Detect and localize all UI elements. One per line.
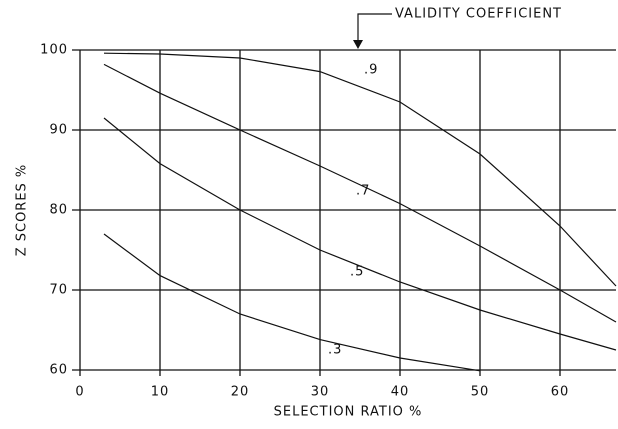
curve-label: .3 — [328, 343, 342, 358]
curve — [103, 117, 617, 351]
curve-label: .9 — [364, 63, 378, 78]
curve-label: .5 — [350, 265, 364, 280]
x-tick-label: 0 — [75, 385, 84, 400]
y-tick-label: 60 — [49, 363, 68, 378]
annotation-arrow — [357, 13, 392, 44]
y-tick-label: 80 — [49, 203, 68, 218]
curve — [103, 233, 481, 372]
curve — [103, 63, 617, 323]
x-tick-label: 60 — [551, 385, 570, 400]
y-axis-label: Z SCORES % — [15, 164, 30, 257]
y-tick-label: 90 — [49, 123, 68, 138]
curve-label: .7 — [356, 184, 370, 199]
y-tick-label: 70 — [49, 283, 68, 298]
curve — [103, 52, 617, 287]
x-tick-label: 20 — [231, 385, 250, 400]
y-tick-label: 100 — [40, 43, 68, 58]
annotation: VALIDITY COEFFICIENT — [395, 7, 562, 22]
x-tick-label: 40 — [391, 385, 410, 400]
x-tick-label: 10 — [151, 385, 170, 400]
x-tick-label: 30 — [311, 385, 330, 400]
x-axis-label: SELECTION RATIO % — [274, 405, 423, 420]
x-tick-label: 50 — [471, 385, 490, 400]
annotation-arrowhead — [353, 40, 363, 49]
